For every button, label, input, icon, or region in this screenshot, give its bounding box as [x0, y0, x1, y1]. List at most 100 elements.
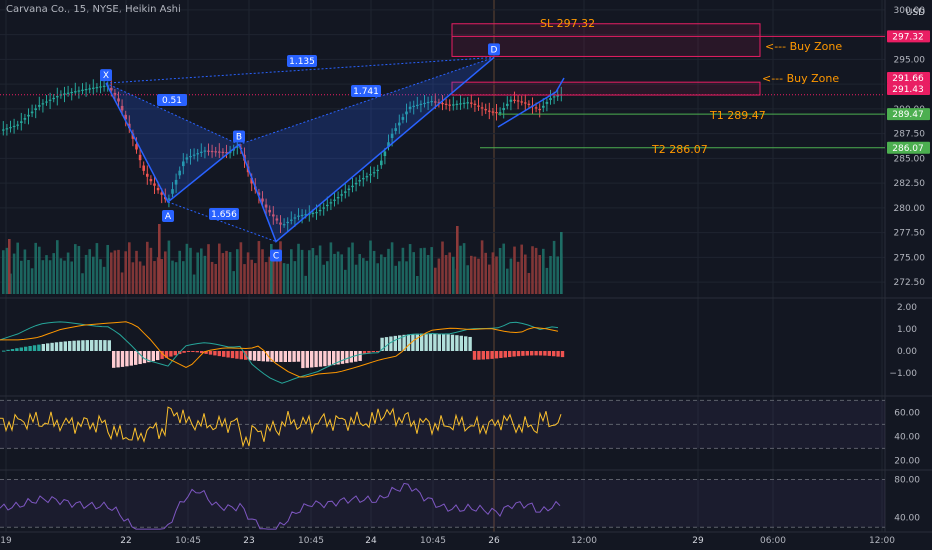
candle-body [347, 188, 351, 191]
volume-bar [376, 263, 379, 294]
volume-bar [462, 243, 466, 294]
macd-histogram-bar [481, 351, 485, 360]
volume-bar [552, 240, 556, 294]
candle-body [459, 103, 462, 105]
buy-zone-label-upper: <--- Buy Zone [765, 40, 842, 53]
macd-histogram-bar [508, 351, 512, 358]
time-tick: 10:45 [420, 536, 446, 546]
candle-body [41, 103, 45, 105]
time-tick: 24 [365, 536, 377, 546]
volume-bar [380, 254, 383, 294]
time-tick: 10:45 [175, 536, 201, 546]
macd-histogram-bar [490, 351, 494, 359]
volume-bar [225, 250, 228, 294]
ratio-badge [209, 208, 239, 220]
candle-body [466, 102, 469, 104]
volume-bar [466, 265, 469, 294]
candle-body [416, 104, 419, 107]
price-badge [887, 83, 930, 95]
volume-bar [92, 256, 95, 294]
candle-body [318, 209, 322, 212]
time-tick: 29 [692, 536, 704, 546]
candle-body [102, 85, 106, 87]
candle-body [423, 102, 426, 105]
candle-body [520, 101, 523, 103]
macd-histogram-bar [103, 340, 107, 351]
candle-body [326, 204, 329, 207]
macd-histogram-bar [222, 351, 226, 357]
volume-bar [160, 259, 163, 294]
price-badge-label: 286.07 [892, 144, 924, 154]
volume-bar [203, 255, 207, 294]
macd-histogram-bar [428, 333, 433, 351]
volume-bar [401, 247, 405, 294]
pattern-point-a [162, 209, 174, 222]
pattern-triangle-bcd [239, 57, 494, 242]
candle-body [290, 219, 293, 221]
volume-bar [282, 263, 286, 294]
candle-body [401, 117, 405, 120]
pattern-point-d [488, 43, 500, 56]
volume-bar [250, 259, 253, 294]
volume-bar [74, 244, 77, 294]
candle-body [264, 204, 268, 208]
macd-histogram-bar [323, 351, 327, 367]
macd-histogram-bar [50, 342, 54, 351]
volume-bar [142, 265, 145, 294]
macd-histogram-bar [512, 351, 516, 357]
macd-histogram-bar [186, 351, 191, 352]
candle-body [2, 129, 5, 131]
volume-bar [297, 243, 300, 294]
volume-bar [556, 256, 559, 294]
candle-body [117, 98, 120, 102]
macd-histogram-bar [455, 335, 459, 351]
pattern-extension [497, 77, 565, 128]
volume-bar [167, 240, 171, 294]
volume-spike [158, 224, 161, 294]
candle-body [452, 104, 455, 106]
candle-body [52, 97, 55, 100]
candle-body [383, 151, 387, 157]
candle-body [354, 182, 358, 185]
volume-bar [12, 253, 16, 294]
volume-bar [340, 254, 343, 294]
volume-bar [59, 258, 63, 294]
volume-bar [272, 257, 275, 294]
buy-zone-upper [451, 23, 761, 57]
macd-histogram-bar [354, 351, 358, 362]
candle-body [506, 103, 509, 106]
macd-histogram-bar [358, 351, 362, 361]
volume-bar [502, 243, 505, 294]
volume-bar [473, 256, 477, 294]
candle-body [210, 150, 214, 153]
chart-style[interactable]: Heikin Ashi [125, 4, 181, 15]
macd-histogram-bar [239, 351, 243, 360]
macd-histogram-bar [41, 343, 45, 351]
interval[interactable]: 15 [73, 4, 87, 15]
volume-bar [495, 256, 498, 294]
volume-bar [398, 261, 401, 294]
macd-histogram-bar [94, 340, 98, 351]
time-tick: 23 [243, 536, 254, 546]
macd-histogram-bar [525, 351, 529, 356]
macd-histogram-bar [305, 351, 309, 368]
pattern-point-label: B [236, 133, 242, 143]
pattern-point-label: C [273, 252, 279, 262]
volume-bar [77, 246, 81, 294]
candle-body [113, 92, 117, 96]
symbol-name[interactable]: Carvana Co. [6, 4, 68, 15]
volume-bar [358, 254, 361, 294]
candle-body [232, 149, 235, 151]
macd-histogram-bar [437, 333, 441, 351]
volume-bar [268, 256, 271, 294]
macd-histogram-bar [156, 351, 160, 361]
macd-histogram-bar [182, 351, 186, 353]
volume-bar [135, 250, 138, 294]
volume-bar [513, 246, 516, 294]
macd-histogram-bar [19, 347, 23, 351]
volume-bar [232, 271, 235, 294]
candle-body [88, 88, 91, 90]
volume-bar [336, 251, 340, 294]
candle-body [214, 151, 217, 153]
